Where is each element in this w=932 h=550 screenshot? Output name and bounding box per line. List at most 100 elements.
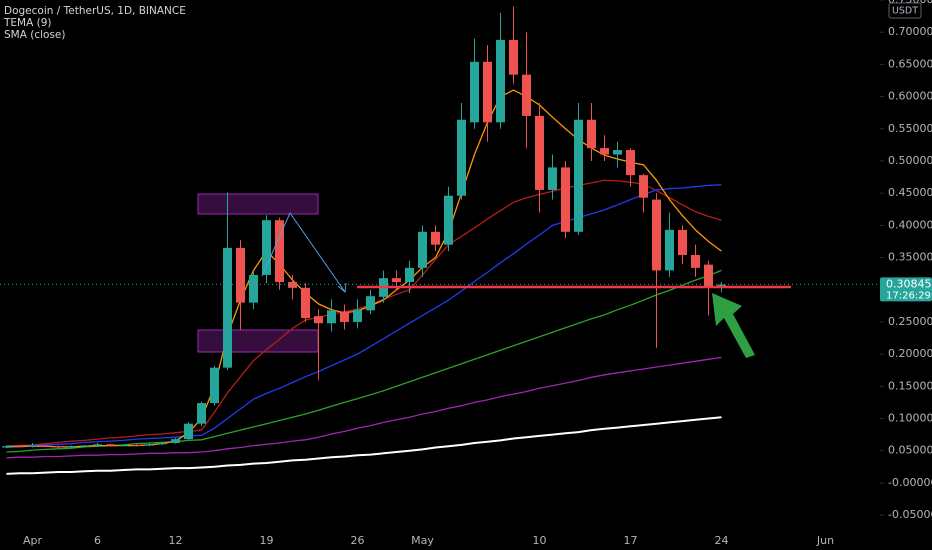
- indicator-line: [6, 416, 722, 475]
- candle-body: [600, 148, 609, 155]
- countdown: 17:26:29: [886, 290, 931, 301]
- candle-body: [522, 74, 531, 116]
- chart-title: Dogecoin / TetherUS, 1D, BINANCE: [4, 5, 186, 17]
- candle-body: [535, 115, 544, 190]
- candle-body: [561, 167, 570, 232]
- candle-body: [418, 231, 427, 268]
- candle-body: [574, 119, 583, 232]
- candle-body: [301, 287, 310, 319]
- y-tick-label: 0.25000: [888, 315, 932, 328]
- x-tick-label: May: [411, 534, 434, 547]
- candle-body: [392, 278, 401, 283]
- x-tick-label: Apr: [23, 534, 43, 547]
- y-tick-label: -0.05000: [888, 508, 932, 521]
- candle-body: [171, 439, 180, 444]
- candle-body: [119, 444, 128, 446]
- candle-body: [15, 446, 24, 448]
- candle-body: [704, 264, 713, 288]
- candle-body: [366, 296, 375, 311]
- candle-body: [405, 267, 414, 283]
- candle-body: [184, 423, 193, 440]
- x-tick-label: 6: [94, 534, 101, 547]
- y-tick-label: 0.65000: [888, 57, 932, 70]
- arrow-head: [337, 282, 347, 293]
- last-price-label: 0.30845: [886, 277, 932, 290]
- y-tick-label: 0.15000: [888, 379, 932, 392]
- y-tick-label: 0.55000: [888, 122, 932, 135]
- indicator-line: [6, 269, 722, 453]
- legend-entry: TEMA (9): [3, 17, 52, 29]
- candle-body: [717, 284, 726, 287]
- trend-arrow: [261, 211, 346, 293]
- candle-body: [665, 229, 674, 271]
- y-tick-label: 0.50000: [888, 154, 932, 167]
- x-tick-label: 17: [624, 534, 638, 547]
- candle-body: [431, 231, 440, 245]
- y-tick-label: 0.10000: [888, 412, 932, 425]
- candle-body: [548, 167, 557, 190]
- indicator-line: [6, 356, 722, 459]
- candle-body: [54, 446, 63, 448]
- candle-body: [106, 444, 115, 446]
- candle-body: [678, 229, 687, 255]
- candle-body: [158, 443, 167, 445]
- candle-body: [93, 444, 102, 446]
- candle-body: [288, 282, 297, 288]
- candle-body: [145, 444, 154, 446]
- indicator-line: [6, 179, 722, 448]
- candle-body: [470, 61, 479, 123]
- candle-body: [275, 220, 284, 283]
- zone-box: [197, 329, 319, 353]
- candle-body: [210, 367, 219, 404]
- candle-body: [249, 274, 258, 303]
- y-tick-label: 0.45000: [888, 186, 932, 199]
- candle-body: [197, 403, 206, 424]
- candle-body: [587, 119, 596, 149]
- x-tick-label: 26: [351, 534, 365, 547]
- candles: [2, 6, 726, 449]
- candle-body: [652, 199, 661, 271]
- pointer-arrow: [712, 293, 755, 358]
- candle-body: [340, 311, 349, 322]
- candle-body: [28, 445, 37, 447]
- x-tick-label: Jun: [816, 534, 834, 547]
- currency: USDT: [892, 6, 918, 17]
- candle-body: [132, 444, 141, 446]
- candle-body: [496, 39, 505, 123]
- candle-body: [67, 446, 76, 448]
- candle-body: [41, 445, 50, 447]
- candle-body: [2, 446, 11, 448]
- x-tick-label: 24: [715, 534, 729, 547]
- candle-body: [639, 175, 648, 198]
- candle-body: [223, 247, 232, 368]
- candle-body: [626, 150, 635, 176]
- candle-body: [236, 247, 245, 303]
- candle-body: [327, 310, 336, 324]
- y-tick-label: 0.60000: [888, 90, 932, 103]
- y-tick-label: 0.70000: [888, 25, 932, 38]
- indicator-line: [6, 184, 722, 449]
- candle-body: [353, 309, 362, 322]
- candle-body: [457, 119, 466, 196]
- candle-body: [509, 39, 518, 75]
- candle-body: [314, 316, 323, 324]
- x-tick-label: 19: [260, 534, 274, 547]
- currency-box: [888, 2, 922, 19]
- y-tick-label: 0.20000: [888, 347, 932, 360]
- y-tick-label: 0.40000: [888, 218, 932, 231]
- candle-body: [80, 445, 89, 447]
- annotations: Dogecoin / TetherUS, 1D, BINANCE TEMA (9…: [3, 5, 791, 358]
- x-tick-label: 10: [533, 534, 547, 547]
- candle-body: [613, 150, 622, 155]
- candle-body: [262, 220, 271, 275]
- zone-box: [197, 193, 319, 215]
- candle-body: [444, 195, 453, 245]
- x-tick-label: 12: [169, 534, 183, 547]
- legend-entry: SMA (close): [4, 29, 65, 41]
- last-price-box: [880, 277, 932, 302]
